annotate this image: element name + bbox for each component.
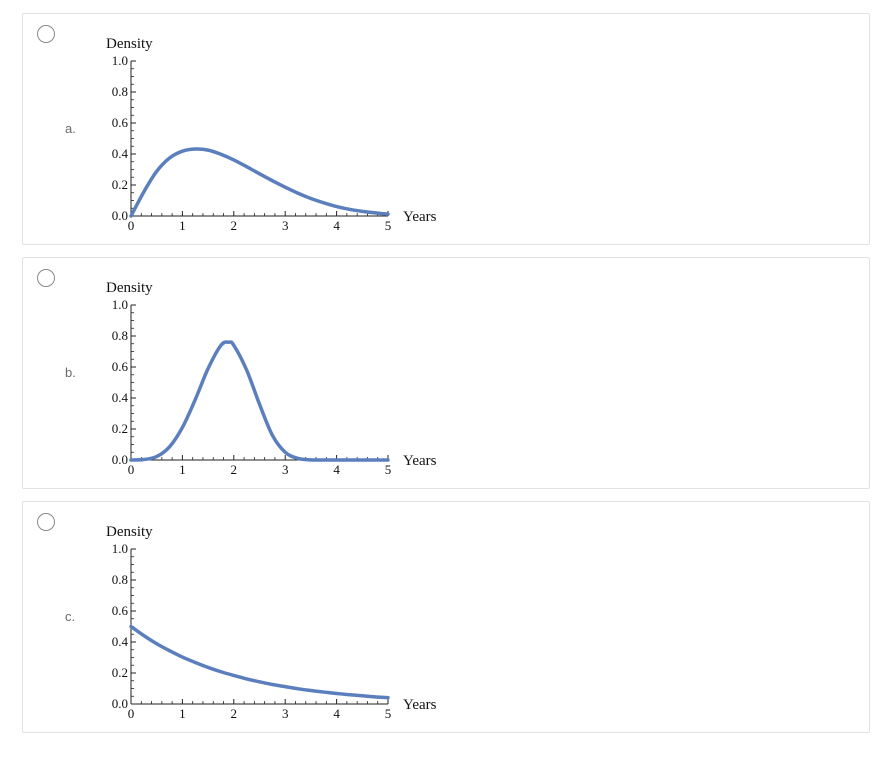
x-tick-label: 1 bbox=[179, 462, 186, 477]
y-tick-label: 0.6 bbox=[112, 603, 129, 618]
y-tick-label: 0.2 bbox=[112, 421, 128, 436]
answer-option-a[interactable]: a. 0.0 0.2 0.4 0.6 0.8 1.0 0 1 2 3 4 5 Density Years bbox=[22, 13, 870, 245]
x-tick-label: 4 bbox=[333, 706, 340, 721]
x-tick-label: 4 bbox=[333, 218, 340, 233]
y-tick-label: 0.4 bbox=[112, 634, 129, 649]
y-axis-label: Density bbox=[106, 280, 153, 296]
y-tick-label: 0.6 bbox=[112, 359, 129, 374]
x-axis-label: Years bbox=[403, 697, 437, 713]
x-tick-label: 1 bbox=[179, 218, 186, 233]
x-tick-label: 5 bbox=[385, 706, 392, 721]
density-curve bbox=[129, 624, 390, 700]
x-tick-label: 4 bbox=[333, 462, 340, 477]
answer-option-c[interactable]: c. 0.0 0.2 0.4 0.6 0.8 1.0 0 1 2 3 4 5 Density Years bbox=[22, 501, 870, 733]
y-tick-label: 1.0 bbox=[112, 297, 128, 312]
x-tick-label: 3 bbox=[282, 462, 289, 477]
y-tick-label: 0.8 bbox=[112, 328, 128, 343]
x-tick-label: 3 bbox=[282, 218, 289, 233]
option-letter-b: b. bbox=[65, 365, 76, 380]
density-curve bbox=[129, 340, 390, 462]
radio-button-c[interactable] bbox=[37, 513, 55, 531]
y-tick-label: 1.0 bbox=[112, 541, 128, 556]
y-tick-label: 0.0 bbox=[112, 452, 128, 467]
x-tick-label: 0 bbox=[128, 462, 135, 477]
density-chart-c: 0.0 0.2 0.4 0.6 0.8 1.0 0 1 2 3 4 5 Density Years bbox=[106, 524, 437, 721]
x-tick-label: 0 bbox=[128, 218, 135, 233]
y-axis-label: Density bbox=[106, 524, 153, 540]
y-tick-label: 0.0 bbox=[112, 208, 128, 223]
y-tick-label: 0.6 bbox=[112, 115, 129, 130]
y-tick-label: 0.0 bbox=[112, 696, 128, 711]
x-axis-label: Years bbox=[403, 453, 437, 469]
y-tick-label: 0.2 bbox=[112, 665, 128, 680]
y-tick-label: 0.8 bbox=[112, 572, 128, 587]
y-tick-label: 0.8 bbox=[112, 84, 128, 99]
x-tick-label: 5 bbox=[385, 218, 392, 233]
x-tick-label: 2 bbox=[231, 706, 238, 721]
y-tick-label: 0.4 bbox=[112, 146, 129, 161]
x-tick-label: 3 bbox=[282, 706, 289, 721]
y-tick-label: 1.0 bbox=[112, 53, 128, 68]
x-axis-label: Years bbox=[403, 209, 437, 225]
y-tick-label: 0.2 bbox=[112, 177, 128, 192]
x-tick-label: 2 bbox=[231, 218, 238, 233]
answer-option-b[interactable]: b. 0.0 0.2 0.4 0.6 0.8 1.0 0 1 2 3 4 5 Density Years bbox=[22, 257, 870, 489]
density-chart-b: 0.0 0.2 0.4 0.6 0.8 1.0 0 1 2 3 4 5 Density Years bbox=[106, 280, 437, 477]
density-curve bbox=[129, 147, 390, 218]
x-tick-label: 1 bbox=[179, 706, 186, 721]
x-tick-label: 0 bbox=[128, 706, 135, 721]
x-tick-label: 2 bbox=[231, 462, 238, 477]
x-tick-label: 5 bbox=[385, 462, 392, 477]
y-axis-label: Density bbox=[106, 36, 153, 52]
density-chart-a: 0.0 0.2 0.4 0.6 0.8 1.0 0 1 2 3 4 5 Density Years bbox=[106, 36, 437, 233]
option-letter-a: a. bbox=[65, 121, 76, 136]
y-tick-label: 0.4 bbox=[112, 390, 129, 405]
radio-button-b[interactable] bbox=[37, 269, 55, 287]
radio-button-a[interactable] bbox=[37, 25, 55, 43]
option-letter-c: c. bbox=[65, 609, 76, 624]
